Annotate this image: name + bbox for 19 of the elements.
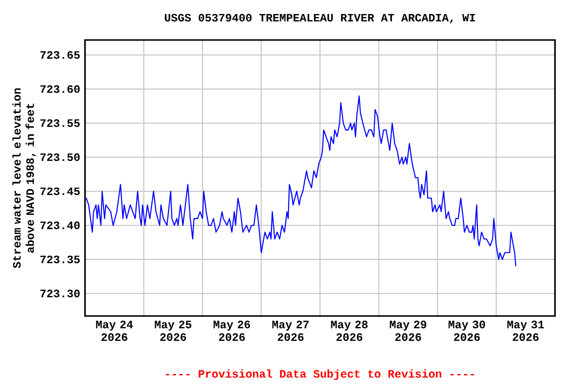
y-tick-label: 723.65 <box>40 51 80 59</box>
x-tick-label: May 24 2026 <box>96 320 133 341</box>
x-tick-label: May 25 2026 <box>154 320 192 341</box>
y-tick-label: 723.60 <box>40 85 80 93</box>
text: ---- Provisional Data Subject to Revision ---- <box>166 369 474 380</box>
chart-title: USGS 05379400 TREMPEALEAU RIVER AT ARCADIA, WI <box>164 14 475 24</box>
y-tick-label: 723.55 <box>40 119 80 127</box>
x-tick-label: May 30 2026 <box>448 320 486 341</box>
y-axis-title: Stream water level elevation above NAVD 1988, in feet <box>12 88 36 268</box>
x-tick-label: May 29 2026 <box>390 320 426 341</box>
y-tick-label: 723.50 <box>40 153 80 162</box>
y-tick-label: 723.40 <box>40 222 80 230</box>
y-tick-label: 723.45 <box>40 187 80 196</box>
x-tick-label: May 27 2026 <box>272 320 309 341</box>
x-tick-label: May 28 2026 <box>331 320 368 341</box>
x-tick-label: May 26 2026 <box>214 320 250 341</box>
y-tick-label: 723.35 <box>40 256 80 264</box>
y-tick-label: 723.30 <box>40 290 80 298</box>
x-tick-label: May 31 2026 <box>507 320 544 341</box>
